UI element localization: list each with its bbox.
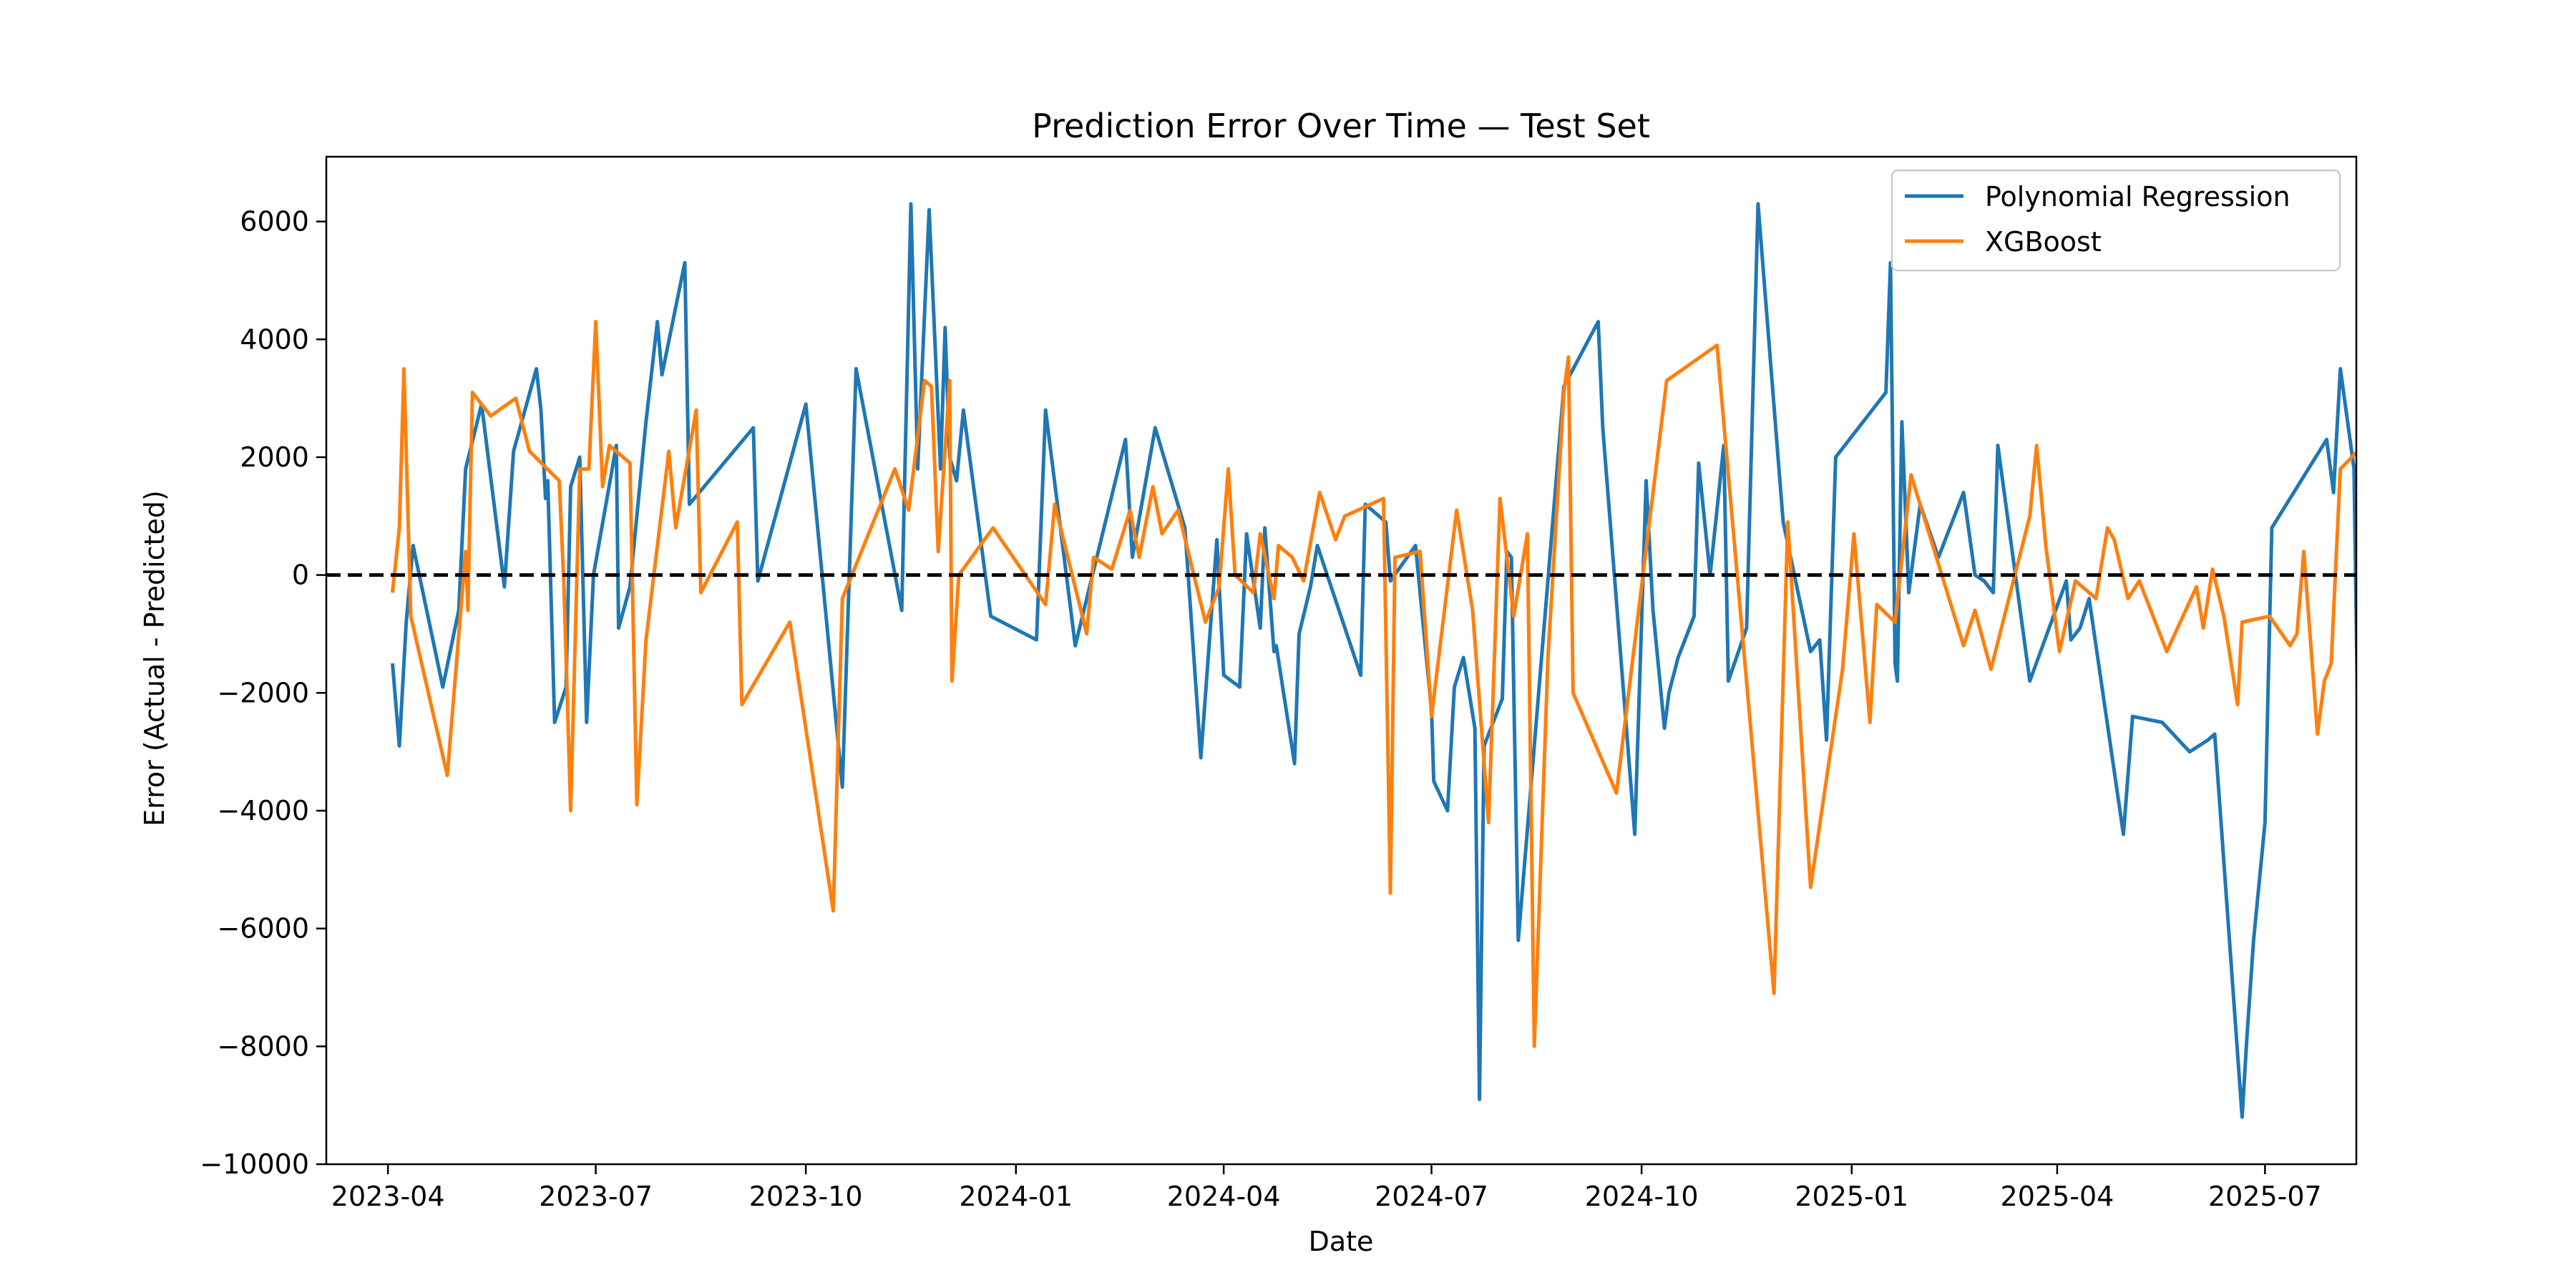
y-tick-label: −2000	[217, 677, 309, 708]
y-tick-label: 6000	[240, 206, 309, 238]
x-tick-label: 2023-07	[539, 1181, 653, 1212]
y-tick-label: 0	[292, 560, 309, 591]
y-axis-label: Error (Actual - Predicted)	[139, 490, 170, 826]
x-tick-label: 2024-04	[1167, 1181, 1281, 1212]
x-axis-label: Date	[1309, 1226, 1374, 1257]
y-tick-label: −10000	[200, 1148, 309, 1180]
x-tick-label: 2025-01	[1795, 1181, 1908, 1212]
chart-title: Prediction Error Over Time — Test Set	[1032, 107, 1650, 145]
legend-frame	[1890, 169, 2341, 272]
x-tick-label: 2023-04	[331, 1181, 445, 1212]
x-tick-label: 2024-10	[1585, 1181, 1699, 1212]
legend-label-xgboost: XGBoost	[1985, 226, 2102, 258]
series-line-xgboost	[391, 320, 2356, 1048]
plot-frame	[325, 155, 2358, 1166]
series-line-polynomial	[391, 202, 2356, 1119]
x-axis: 2023-04 2023-07 2023-10 2024-01 2024-04 2024-…	[331, 1164, 2322, 1212]
x-tick-label: 2025-04	[2001, 1181, 2114, 1212]
x-tick-label: 2024-01	[959, 1181, 1073, 1212]
plot-area	[326, 202, 2356, 1119]
y-tick-label: −6000	[217, 913, 309, 945]
y-tick-label: 4000	[240, 323, 309, 355]
y-tick-label: 2000	[240, 441, 309, 473]
y-tick-label: −4000	[217, 795, 309, 826]
x-tick-label: 2024-07	[1375, 1181, 1488, 1212]
legend-label-polynomial: Polynomial Regression	[1985, 181, 2290, 213]
x-tick-label: 2023-10	[749, 1181, 863, 1212]
x-tick-label: 2025-07	[2208, 1181, 2322, 1212]
y-axis: 6000 4000 2000 0 −2000 −4000 −6000 −8000 −10000	[200, 206, 326, 1180]
legend: Polynomial Regression XGBoost	[1890, 169, 2341, 272]
y-tick-label: −8000	[217, 1030, 309, 1062]
